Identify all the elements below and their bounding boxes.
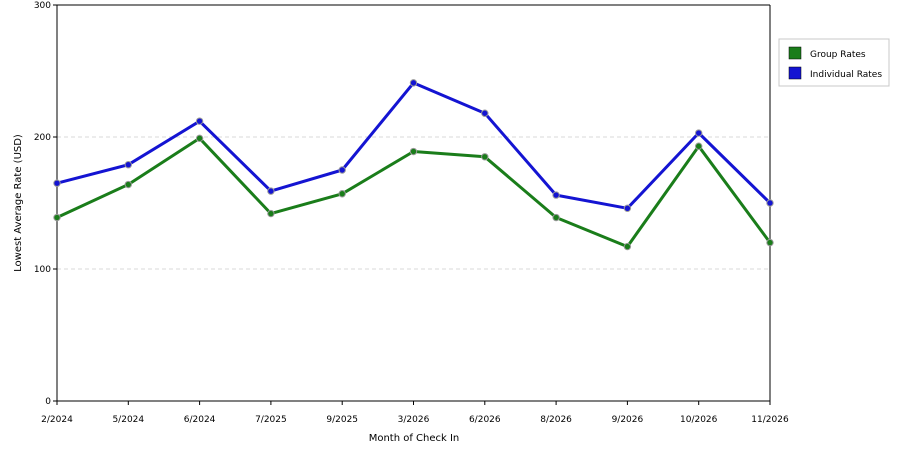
series-line-individual-rates bbox=[56, 81, 772, 210]
data-point-group-rates bbox=[267, 209, 275, 218]
data-point-individual-rates bbox=[267, 187, 275, 195]
legend-label-group-rates: Group Rates bbox=[810, 50, 866, 60]
data-point-group-rates bbox=[195, 134, 204, 143]
legend-label-individual-rates: Individual Rates bbox=[810, 70, 882, 80]
y-axis-title: Lowest Average Rate (USD) bbox=[13, 134, 24, 272]
legend-swatch-group-rates bbox=[788, 46, 802, 60]
data-point-group-rates bbox=[53, 213, 61, 222]
x-axis-title: Month of Check In bbox=[369, 433, 460, 444]
data-point-individual-rates bbox=[124, 161, 133, 169]
x-tick-label: 6/2024 bbox=[184, 415, 216, 425]
data-point-group-rates bbox=[766, 238, 774, 247]
y-tick-label: 200 bbox=[34, 133, 51, 143]
data-point-individual-rates bbox=[338, 166, 346, 174]
x-tick-label: 9/2026 bbox=[612, 415, 644, 425]
y-axis-ticks: 0 100 200 300 bbox=[34, 1, 57, 407]
x-tick-label: 6/2026 bbox=[469, 415, 501, 425]
data-point-individual-rates bbox=[766, 199, 774, 207]
data-point-group-rates bbox=[338, 190, 346, 198]
data-point-individual-rates bbox=[53, 179, 61, 187]
grid bbox=[57, 136, 770, 270]
x-tick-label: 11/2026 bbox=[751, 415, 789, 425]
axes bbox=[56, 4, 771, 402]
x-axis-ticks: 2/2024 5/2024 6/2024 7/2025 9/2025 3/2026 6/20… bbox=[41, 401, 789, 425]
x-tick-label: 10/2026 bbox=[680, 415, 718, 425]
y-tick-label: 100 bbox=[34, 265, 51, 275]
data-point-individual-rates bbox=[481, 109, 489, 117]
data-point-group-rates bbox=[623, 242, 632, 251]
x-tick-label: 3/2026 bbox=[398, 415, 430, 425]
x-tick-label: 9/2025 bbox=[326, 415, 358, 425]
legend-swatch-individual-rates bbox=[788, 66, 802, 80]
data-point-group-rates bbox=[695, 142, 703, 150]
y-tick-label: 0 bbox=[45, 397, 51, 407]
data-point-group-rates bbox=[481, 153, 489, 161]
y-tick-label: 300 bbox=[34, 1, 51, 11]
data-point-group-rates bbox=[552, 213, 560, 222]
data-point-group-rates bbox=[124, 180, 133, 189]
x-tick-label: 8/2026 bbox=[540, 415, 572, 425]
data-point-individual-rates bbox=[195, 117, 204, 125]
x-tick-label: 5/2024 bbox=[112, 415, 144, 425]
data-point-individual-rates bbox=[695, 129, 703, 137]
legend: Group Rates Individual Rates bbox=[778, 38, 890, 87]
x-tick-label: 2/2024 bbox=[41, 415, 73, 425]
x-tick-label: 7/2025 bbox=[255, 415, 287, 425]
series bbox=[53, 79, 774, 251]
data-point-individual-rates bbox=[552, 191, 560, 199]
data-point-individual-rates bbox=[409, 79, 418, 87]
data-point-group-rates bbox=[409, 147, 418, 156]
data-point-individual-rates bbox=[623, 204, 632, 212]
